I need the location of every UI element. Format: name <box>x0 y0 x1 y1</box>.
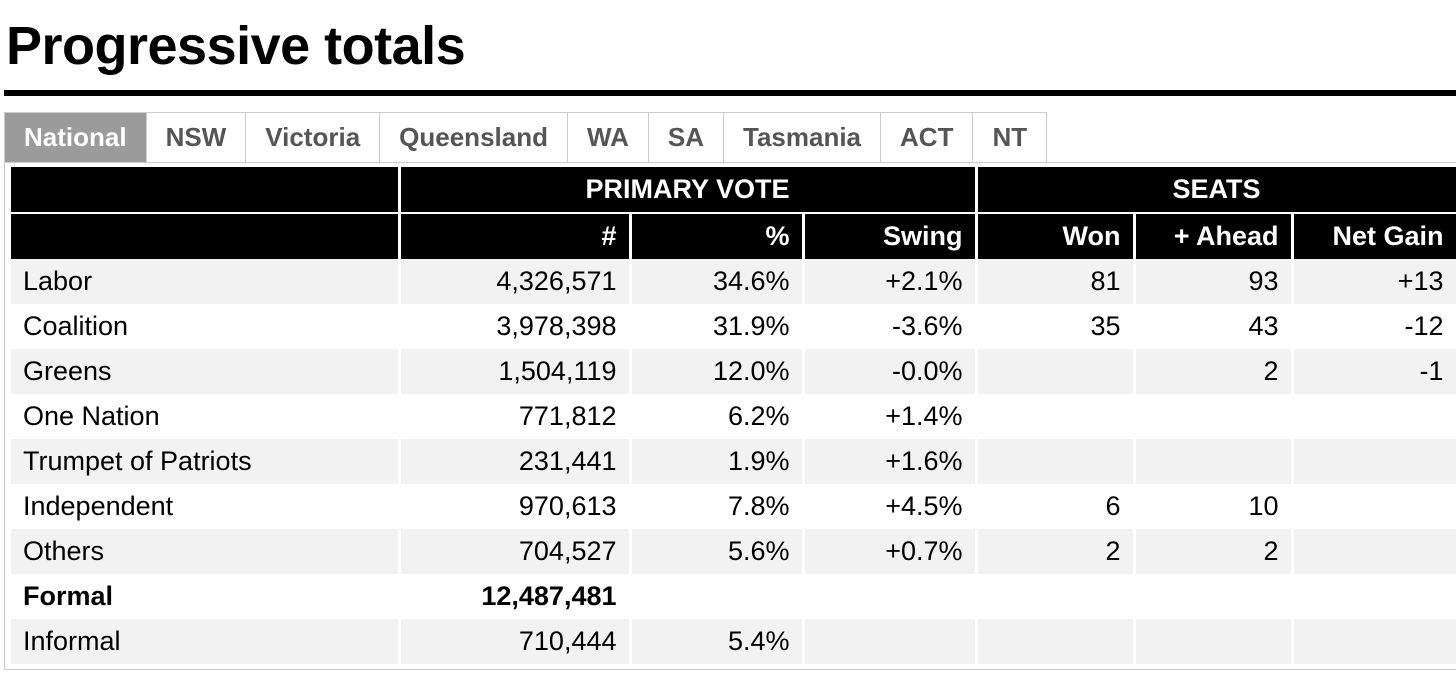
net-gain-cell: -12 <box>1292 304 1456 349</box>
swing-cell: +2.1% <box>803 259 978 304</box>
results-table: PRIMARY VOTE SEATS # % Swing Won + Ahead… <box>11 167 1456 664</box>
won-cell <box>976 619 1136 664</box>
party-name: One Nation <box>11 394 401 439</box>
party-name: Trumpet of Patriots <box>11 439 401 484</box>
net-gain-cell: +13 <box>1292 259 1456 304</box>
won-cell <box>976 574 1136 619</box>
party-column-header <box>11 213 401 259</box>
won-cell <box>976 439 1136 484</box>
ahead-cell <box>1134 439 1294 484</box>
party-name: Coalition <box>11 304 401 349</box>
group-header-row: PRIMARY VOTE SEATS <box>11 167 1456 214</box>
table-row: Trumpet of Patriots 231,441 1.9% +1.6% <box>11 439 1456 484</box>
votes-cell: 231,441 <box>399 439 632 484</box>
net-gain-column-header: Net Gain <box>1292 213 1456 259</box>
formal-total-row: Formal 12,487,481 <box>11 574 1456 619</box>
party-name: Informal <box>11 619 401 664</box>
party-name: Formal <box>11 574 401 619</box>
swing-column-header: Swing <box>803 213 978 259</box>
column-header-row: # % Swing Won + Ahead Net Gain <box>11 213 1456 259</box>
pct-cell: 34.6% <box>630 259 805 304</box>
page-title: Progressive totals <box>6 16 466 76</box>
pct-cell: 31.9% <box>630 304 805 349</box>
title-divider <box>4 90 1456 96</box>
net-gain-cell <box>1292 439 1456 484</box>
region-tabs: National NSW Victoria Queensland WA SA T… <box>4 112 1048 163</box>
pct-cell: 7.8% <box>630 484 805 529</box>
party-name: Others <box>11 529 401 574</box>
table-row: Independent 970,613 7.8% +4.5% 6 10 <box>11 484 1456 529</box>
swing-cell: +0.7% <box>803 529 978 574</box>
ahead-cell: 2 <box>1134 529 1294 574</box>
votes-cell: 710,444 <box>399 619 632 664</box>
tab-nt[interactable]: NT <box>973 113 1048 163</box>
pct-cell: 6.2% <box>630 394 805 439</box>
won-cell: 81 <box>976 259 1136 304</box>
tab-national[interactable]: National <box>5 113 147 163</box>
votes-cell: 12,487,481 <box>399 574 632 619</box>
table-row: Greens 1,504,119 12.0% -0.0% 2 -1 <box>11 349 1456 394</box>
swing-cell: +1.6% <box>803 439 978 484</box>
table-row: Coalition 3,978,398 31.9% -3.6% 35 43 -1… <box>11 304 1456 349</box>
party-header-blank <box>11 167 401 214</box>
ahead-cell: 93 <box>1134 259 1294 304</box>
tab-act[interactable]: ACT <box>881 113 974 163</box>
swing-cell: -0.0% <box>803 349 978 394</box>
tab-wa[interactable]: WA <box>567 113 649 163</box>
swing-cell <box>803 574 978 619</box>
net-gain-cell <box>1292 619 1456 664</box>
votes-column-header: # <box>399 213 632 259</box>
net-gain-cell <box>1292 394 1456 439</box>
party-name: Independent <box>11 484 401 529</box>
swing-cell: +4.5% <box>803 484 978 529</box>
ahead-column-header: + Ahead <box>1134 213 1294 259</box>
primary-vote-header: PRIMARY VOTE <box>399 167 978 214</box>
tab-sa[interactable]: SA <box>648 113 724 163</box>
won-cell <box>976 349 1136 394</box>
won-cell: 35 <box>976 304 1136 349</box>
pct-cell: 1.9% <box>630 439 805 484</box>
votes-cell: 4,326,571 <box>399 259 632 304</box>
tab-nsw[interactable]: NSW <box>146 113 247 163</box>
won-cell <box>976 394 1136 439</box>
pct-cell: 5.4% <box>630 619 805 664</box>
results-panel: PRIMARY VOTE SEATS # % Swing Won + Ahead… <box>4 162 1456 670</box>
votes-cell: 771,812 <box>399 394 632 439</box>
votes-cell: 3,978,398 <box>399 304 632 349</box>
net-gain-cell <box>1292 484 1456 529</box>
ahead-cell <box>1134 619 1294 664</box>
swing-cell: +1.4% <box>803 394 978 439</box>
net-gain-cell <box>1292 574 1456 619</box>
ahead-cell <box>1134 574 1294 619</box>
won-cell: 2 <box>976 529 1136 574</box>
net-gain-cell <box>1292 529 1456 574</box>
swing-cell <box>803 619 978 664</box>
ahead-cell: 10 <box>1134 484 1294 529</box>
votes-cell: 970,613 <box>399 484 632 529</box>
won-cell: 6 <box>976 484 1136 529</box>
votes-cell: 704,527 <box>399 529 632 574</box>
seats-header: SEATS <box>976 167 1456 214</box>
ahead-cell: 43 <box>1134 304 1294 349</box>
tab-queensland[interactable]: Queensland <box>380 113 568 163</box>
votes-cell: 1,504,119 <box>399 349 632 394</box>
informal-row: Informal 710,444 5.4% <box>11 619 1456 664</box>
table-row: One Nation 771,812 6.2% +1.4% <box>11 394 1456 439</box>
pct-cell: 12.0% <box>630 349 805 394</box>
table-row: Labor 4,326,571 34.6% +2.1% 81 93 +13 <box>11 259 1456 304</box>
table-row: Others 704,527 5.6% +0.7% 2 2 <box>11 529 1456 574</box>
pct-cell <box>630 574 805 619</box>
ahead-cell: 2 <box>1134 349 1294 394</box>
pct-column-header: % <box>630 213 805 259</box>
party-name: Greens <box>11 349 401 394</box>
tab-victoria[interactable]: Victoria <box>246 113 381 163</box>
net-gain-cell: -1 <box>1292 349 1456 394</box>
won-column-header: Won <box>976 213 1136 259</box>
swing-cell: -3.6% <box>803 304 978 349</box>
pct-cell: 5.6% <box>630 529 805 574</box>
tab-tasmania[interactable]: Tasmania <box>724 113 882 163</box>
ahead-cell <box>1134 394 1294 439</box>
party-name: Labor <box>11 259 401 304</box>
